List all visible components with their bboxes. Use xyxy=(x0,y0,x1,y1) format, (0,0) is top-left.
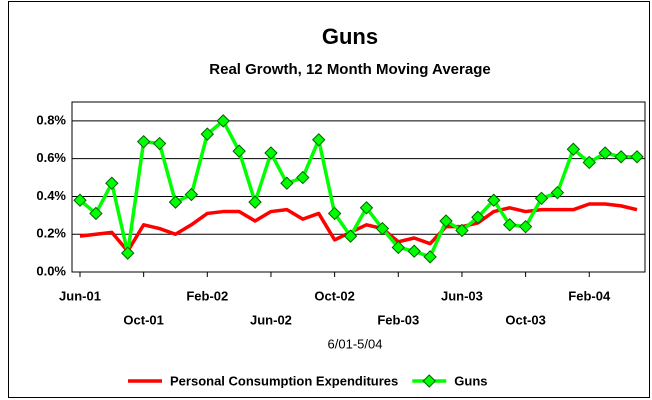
series-line xyxy=(79,202,638,253)
marker xyxy=(105,176,119,190)
x-axis-label: 6/01-5/04 xyxy=(328,336,383,351)
x-tick-label: Feb-04 xyxy=(568,288,611,303)
marker xyxy=(471,210,485,224)
y-tick-label: 0.2% xyxy=(36,226,66,241)
x-tick-label: Jun-02 xyxy=(250,312,292,327)
x-tick-label: Oct-03 xyxy=(505,312,545,327)
marker xyxy=(343,229,358,243)
marker xyxy=(487,193,501,207)
marker xyxy=(502,218,517,232)
chart-title: Guns xyxy=(322,24,378,49)
marker xyxy=(152,136,167,151)
marker xyxy=(200,127,215,141)
marker xyxy=(248,195,262,209)
marker xyxy=(216,114,230,128)
marker xyxy=(566,142,581,156)
chart-subtitle: Real Growth, 12 Month Moving Average xyxy=(209,61,490,78)
marker xyxy=(439,214,453,228)
marker xyxy=(312,133,326,147)
marker xyxy=(375,221,390,236)
marker xyxy=(598,146,612,160)
y-tick-label: 0.0% xyxy=(36,263,66,278)
marker xyxy=(455,223,469,238)
marker xyxy=(121,246,135,260)
marker xyxy=(582,155,596,170)
marker xyxy=(136,134,151,149)
marker xyxy=(359,201,374,215)
x-tick-label: Oct-02 xyxy=(314,288,354,303)
marker xyxy=(630,150,644,164)
marker xyxy=(184,187,199,202)
marker xyxy=(407,244,421,258)
x-tick-label: Oct-01 xyxy=(123,312,163,327)
marker xyxy=(168,195,183,209)
x-tick-label: Feb-03 xyxy=(377,312,419,327)
legend-label: Guns xyxy=(454,373,487,388)
marker xyxy=(391,240,405,255)
y-tick-label: 0.6% xyxy=(36,150,66,165)
y-tick-label: 0.8% xyxy=(36,112,66,127)
marker xyxy=(534,191,549,206)
marker xyxy=(296,170,310,185)
marker xyxy=(423,250,437,264)
plot-area xyxy=(71,101,646,273)
y-tick-label: 0.4% xyxy=(36,188,66,203)
marker xyxy=(550,185,565,200)
x-tick-label: Feb-02 xyxy=(186,288,228,303)
marker xyxy=(280,176,294,190)
marker xyxy=(614,150,628,164)
marker xyxy=(264,146,278,160)
marker xyxy=(89,206,103,221)
x-tick-label: Jun-03 xyxy=(441,288,483,303)
marker xyxy=(518,219,533,234)
marker xyxy=(232,144,246,158)
marker xyxy=(73,193,87,207)
legend-label: Personal Consumption Expenditures xyxy=(170,373,398,388)
legend-marker xyxy=(422,374,436,388)
marker xyxy=(327,206,342,221)
x-tick-label: Jun-01 xyxy=(59,288,101,303)
